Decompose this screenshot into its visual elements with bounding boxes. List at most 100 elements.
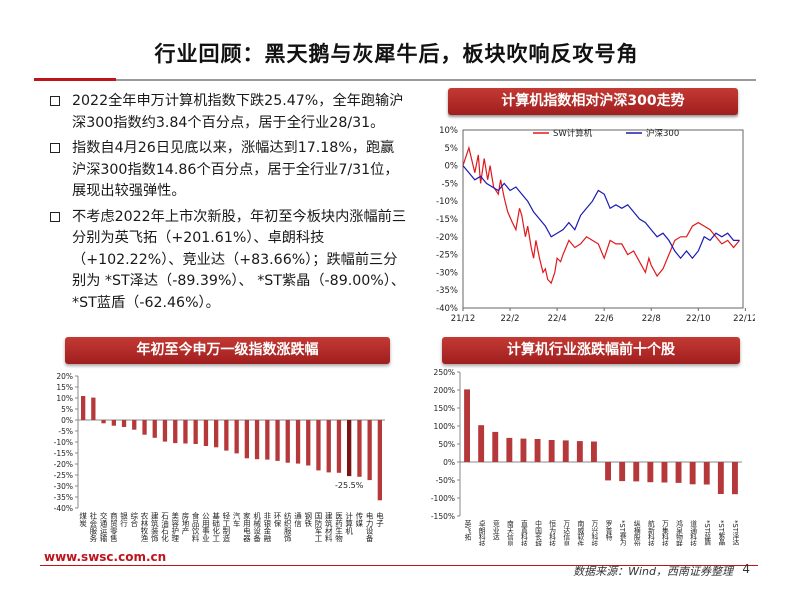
- title-rule: [116, 79, 756, 81]
- y-tick-label: 100%: [434, 422, 455, 431]
- bar: [576, 441, 583, 462]
- category-label: 传媒: [355, 511, 364, 529]
- bar: [357, 420, 362, 477]
- stock-chart-banner: 计算机行业涨跌幅前十个股: [442, 337, 740, 364]
- y-tick-label: 0%: [443, 458, 455, 467]
- category-label: 鸿泉物联: [675, 519, 683, 546]
- y-tick-label: -10%: [54, 438, 73, 447]
- category-label: 英飞拓: [463, 519, 471, 542]
- category-label: 直真科技: [519, 519, 527, 546]
- series-line-csi300: [462, 165, 740, 260]
- y-tick-label: -25%: [436, 251, 458, 261]
- bar: [367, 420, 372, 481]
- bar: [336, 420, 342, 473]
- category-label: 社会服务: [89, 511, 98, 544]
- bar: [661, 462, 668, 483]
- bar: [173, 420, 178, 444]
- category-label: 钢铁: [304, 511, 313, 529]
- footer-url[interactable]: www.swsc.com.cn: [44, 550, 167, 564]
- category-label: 计算机: [344, 511, 353, 536]
- category-label: 卓朗科技: [477, 519, 485, 546]
- bar: [492, 431, 499, 462]
- bar: [162, 420, 168, 442]
- bar: [224, 420, 229, 451]
- y-tick-label: 10%: [439, 126, 458, 136]
- y-tick-label: -5%: [441, 179, 458, 189]
- bar: [91, 397, 96, 420]
- bullet-list: 2022全年申万计算机指数下跌25.47%，全年跑输沪深300指数约3.84个百…: [48, 91, 408, 318]
- category-label: 机械设备: [252, 511, 261, 544]
- category-label: 食品饮料: [191, 511, 200, 544]
- bar: [295, 420, 301, 464]
- category-label: 医药生物: [334, 512, 343, 544]
- bar: [548, 440, 555, 462]
- legend-label: 沪深300: [646, 128, 679, 139]
- y-tick-label: 5%: [445, 144, 459, 154]
- y-tick-label: 15%: [56, 383, 73, 392]
- y-tick-label: -25%: [54, 471, 73, 480]
- category-label: 中国长城: [534, 519, 542, 546]
- category-label: 国防军工: [314, 512, 323, 543]
- category-label: 道通科技: [689, 519, 697, 546]
- x-tick-label: 22/12: [733, 314, 755, 324]
- category-label: 恒为科技: [548, 519, 556, 546]
- bar: [244, 420, 249, 459]
- x-tick-label: 22/4: [548, 314, 567, 324]
- category-label: 综合: [130, 511, 139, 529]
- y-tick-label: -35%: [54, 493, 73, 502]
- category-label: 万兴科技: [590, 520, 598, 546]
- bullet-square-icon: [50, 211, 60, 222]
- category-label: 环保: [273, 512, 282, 529]
- x-tick-label: 22/8: [642, 314, 661, 324]
- category-label: 罗普特: [604, 520, 612, 541]
- category-label: 公用事业: [201, 512, 210, 542]
- y-tick-label: -15%: [436, 215, 458, 225]
- bullet-item: 指数自4月26日见底以来，涨幅达到17.18%，跑赢沪深300指数14.86个百…: [48, 138, 408, 203]
- bar: [732, 462, 738, 495]
- relative-performance-chart: 10% 5% 0% -5% -10% -15% -20% -25% -30% -35% -40%21…: [436, 126, 755, 324]
- category-label: 通信: [293, 511, 302, 529]
- category-label: 南天信息: [505, 519, 513, 546]
- y-tick-label: 200%: [434, 386, 455, 395]
- slide-title: 行业回顾：黑天鹅与灰犀牛后，板块吹响反攻号角: [154, 42, 639, 66]
- bar-data-label: -25.5%: [335, 481, 364, 490]
- bar: [214, 420, 219, 448]
- bar: [633, 462, 640, 482]
- bar: [534, 439, 541, 462]
- plot-frame: [462, 129, 744, 309]
- bullet-text: 指数自4月26日见底以来，涨幅达到17.18%，跑赢沪深300指数14.86个百…: [72, 140, 399, 199]
- bar: [619, 462, 626, 482]
- bar: [591, 441, 597, 462]
- bar: [647, 462, 654, 483]
- y-tick-label: -15%: [54, 449, 73, 458]
- y-tick-label: -20%: [436, 233, 458, 243]
- line-chart-banner-shadow: [448, 113, 738, 118]
- bar: [717, 462, 724, 494]
- bar: [234, 420, 239, 454]
- bar: [377, 420, 382, 501]
- category-label: 非银金融: [263, 511, 272, 544]
- bar: [203, 420, 209, 446]
- bar: [689, 462, 696, 485]
- bar: [326, 420, 331, 473]
- line-chart-banner: 计算机指数相对沪深300走势: [448, 88, 738, 115]
- bar: [285, 420, 290, 463]
- series-line-computer: [462, 145, 740, 285]
- category-label: 建筑装饰: [150, 511, 159, 544]
- page-number: 4: [742, 562, 750, 576]
- y-tick-label: 5%: [61, 405, 73, 414]
- bar: [703, 462, 710, 485]
- y-tick-label: -5%: [58, 427, 73, 436]
- bar: [101, 420, 106, 424]
- bar: [265, 420, 270, 460]
- y-tick-label: 0%: [445, 162, 459, 172]
- category-label: 石油石化: [160, 512, 169, 544]
- y-tick-label: -10%: [436, 197, 458, 207]
- category-label: 纵横股份: [632, 520, 640, 546]
- bar: [132, 420, 137, 430]
- bullet-text: 2022全年申万计算机指数下跌25.47%，全年跑输沪深300指数约3.84个百…: [72, 93, 404, 131]
- category-label: *ST紫晶: [717, 520, 725, 546]
- bar: [275, 420, 280, 461]
- bullet-square-icon: [50, 96, 60, 106]
- category-label: 轻工制造: [222, 511, 231, 544]
